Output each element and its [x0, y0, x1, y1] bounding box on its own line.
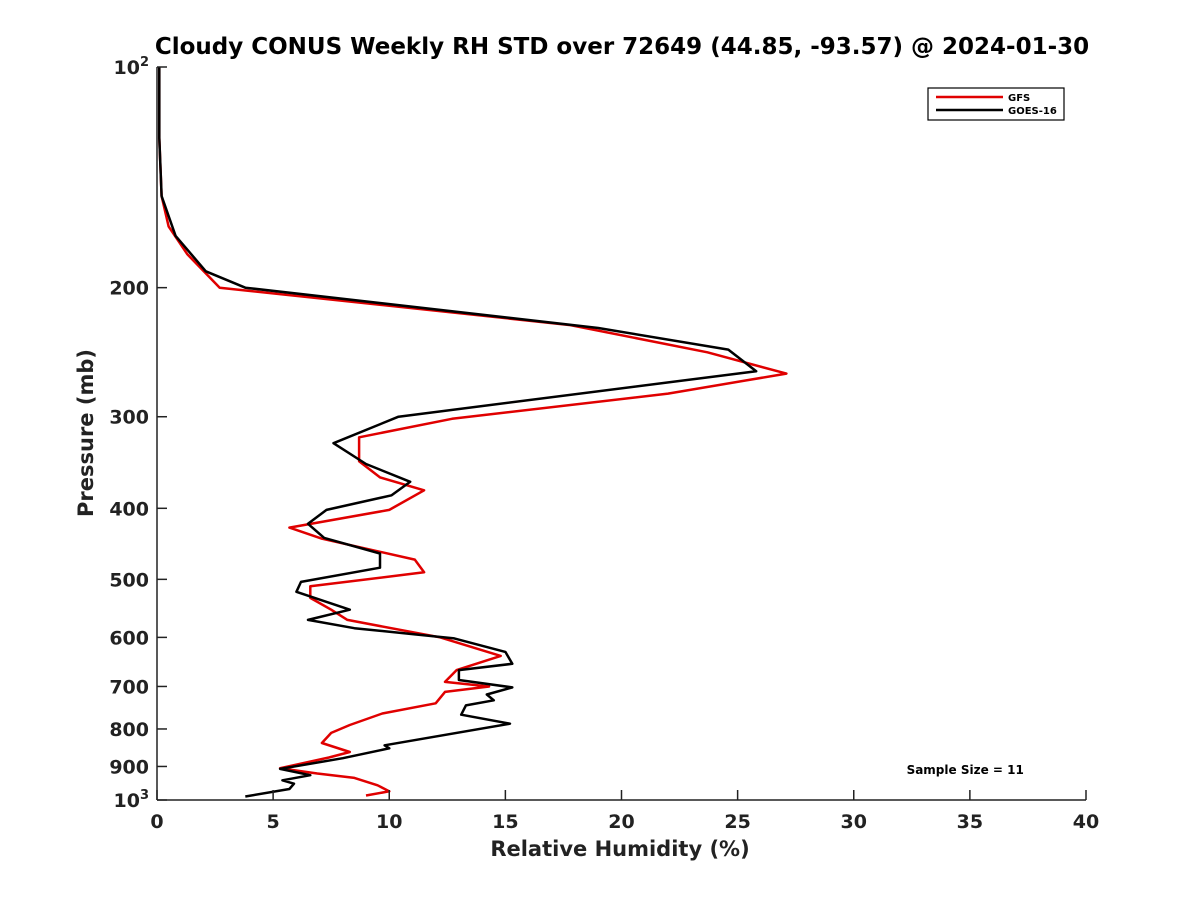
legend-label-goes-16: GOES-16	[1008, 106, 1057, 117]
y-tick-label: 200	[109, 278, 149, 300]
x-tick-label: 5	[267, 811, 280, 833]
axes: 0 5 10 15 20 25 30 35 40 102 200 300 400 500 600 700 800…	[109, 55, 1099, 833]
x-tick-label: 10	[376, 811, 402, 833]
y-tick-label: 102	[114, 55, 150, 79]
y-tick-label: 600	[109, 627, 149, 649]
legend: GFS GOES-16	[927, 87, 1065, 121]
x-tick-label: 35	[957, 811, 983, 833]
y-tick-label: 800	[109, 719, 149, 741]
y-tick-label: 400	[109, 498, 149, 520]
x-tick-label: 25	[724, 811, 750, 833]
y-tick-label: 900	[109, 756, 149, 778]
x-axis-label: Relative Humidity (%)	[490, 837, 749, 861]
y-tick-label: 700	[109, 676, 149, 698]
series-line-goes-16	[158, 67, 758, 798]
y-tick-label: 500	[109, 569, 149, 591]
legend-label-gfs: GFS	[1008, 93, 1030, 104]
y-tick-label: 103	[114, 788, 150, 812]
plot-area	[158, 67, 788, 798]
x-tick-label: 15	[492, 811, 518, 833]
sample-size-annotation: Sample Size = 11	[907, 763, 1024, 777]
legend-box	[927, 87, 1065, 121]
x-tick-label: 30	[841, 811, 867, 833]
x-tick-label: 40	[1073, 811, 1099, 833]
chart-title: Cloudy CONUS Weekly RH STD over 72649 (4…	[155, 34, 1089, 60]
x-tick-label: 0	[150, 811, 163, 833]
series-line-gfs	[158, 67, 788, 797]
y-axis-label: Pressure (mb)	[74, 349, 98, 517]
y-tick-label: 300	[109, 407, 149, 429]
x-tick-label: 20	[608, 811, 634, 833]
